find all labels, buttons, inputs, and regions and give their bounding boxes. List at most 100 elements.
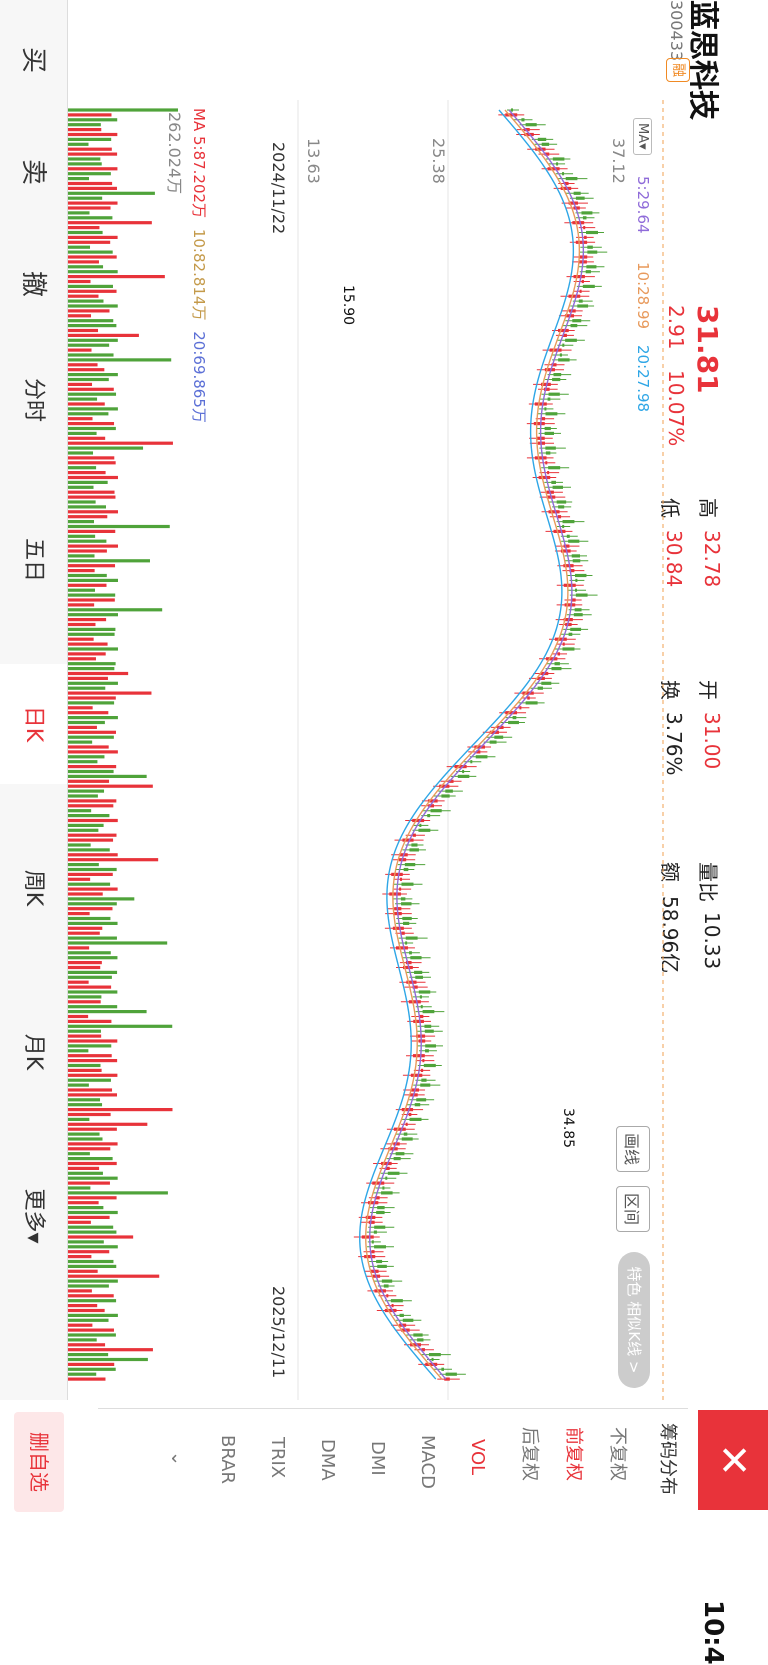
remove-watchlist-button[interactable]: 删自选 (14, 1412, 64, 1512)
volume-bar (68, 1367, 116, 1371)
volume-bar (68, 230, 103, 235)
candle-body (566, 534, 570, 538)
indicator-macd[interactable]: MACD (417, 1435, 438, 1489)
indicator-vol[interactable]: VOL (467, 1439, 488, 1476)
volume-bar (68, 539, 107, 543)
volume-bar (68, 363, 98, 367)
candle-body (414, 1103, 421, 1107)
low-price-marker: 15.90 (340, 285, 356, 326)
volume-bar (68, 1279, 118, 1283)
tab-more[interactable]: 更多▾ (21, 1188, 46, 1244)
candle-body (408, 1000, 421, 1004)
volume-bar (68, 1269, 98, 1273)
candle-body (422, 1010, 435, 1014)
volume-bar (68, 265, 104, 269)
candle-body (401, 902, 412, 906)
volume-bar (68, 495, 116, 499)
candle-body (462, 769, 465, 774)
candle-body (494, 735, 504, 739)
volume-bar (68, 1083, 89, 1087)
candle-body (553, 373, 562, 377)
candle-body (400, 897, 406, 901)
volume-bar (68, 765, 117, 769)
candle-body (381, 1279, 393, 1283)
candle-body (556, 162, 559, 166)
volume-bar (68, 995, 102, 999)
volume-bar (68, 706, 93, 710)
candle-body (546, 657, 558, 661)
tab-intraday[interactable]: 分时 (21, 377, 46, 422)
indicator-dmi[interactable]: DMI (367, 1441, 388, 1476)
candle-body (396, 946, 408, 950)
candle-body (420, 1083, 431, 1087)
cancel-order-button[interactable]: 撤 (18, 270, 48, 297)
volume-bar (68, 863, 99, 867)
candle-body (418, 990, 431, 994)
candle-body (424, 1029, 434, 1033)
volume-bar (68, 681, 118, 685)
tab-five-day[interactable]: 五日 (21, 537, 46, 582)
candle-body (424, 1024, 432, 1028)
volume-bar (68, 858, 159, 862)
candle-body (403, 867, 409, 872)
candle-body (441, 794, 450, 798)
candle-body (583, 226, 586, 230)
volume-bar (68, 1049, 89, 1053)
forward-adjust-option[interactable]: 前复权 (563, 1427, 584, 1481)
volume-bar (68, 441, 173, 445)
candle-body (586, 230, 598, 235)
candle-body (381, 1191, 393, 1195)
volume-bar (68, 1250, 110, 1254)
volume-bar (68, 867, 117, 872)
candle-body (383, 1284, 389, 1288)
vol-ma5: MA 5:87.202万 (190, 108, 208, 219)
tab-monthly-k[interactable]: 月K (21, 1033, 46, 1071)
volume-bar (68, 598, 115, 602)
candle-body (425, 1049, 429, 1053)
candle-body (548, 510, 560, 514)
candle-body (374, 1289, 386, 1293)
candle-body (419, 823, 422, 827)
similar-kline-button[interactable]: 特色 相似K线 > (618, 1252, 650, 1388)
volume-bar (68, 1235, 134, 1239)
close-icon[interactable]: ✕ (698, 1410, 768, 1510)
expand-indicators-icon[interactable]: ⌄ (167, 1451, 188, 1467)
buy-button[interactable]: 买 (18, 46, 48, 73)
draw-line-button[interactable]: 画线 (616, 1126, 650, 1173)
no-adjust-option[interactable]: 不复权 (607, 1427, 628, 1481)
kline-chart[interactable] (68, 100, 668, 1400)
candle-body (376, 1259, 383, 1264)
volume-bar (68, 1054, 112, 1058)
volume-bar (68, 745, 109, 749)
candle-body (389, 892, 401, 896)
range-button[interactable]: 区间 (616, 1186, 650, 1233)
ma5-line (369, 109, 585, 1380)
volume-bar (68, 1328, 114, 1332)
volume-bar (68, 167, 118, 171)
volume-bar (68, 461, 116, 465)
volume-bar (68, 118, 118, 122)
candle-body (409, 951, 412, 955)
chip-distribution[interactable]: 筹码分布 (657, 1423, 678, 1495)
tab-daily-k[interactable]: 日K (0, 664, 67, 784)
candle-body (382, 1186, 385, 1190)
candle-body (489, 740, 497, 744)
volume-bar (68, 1255, 92, 1259)
volume-bar (68, 446, 144, 450)
volume-bar (68, 1019, 112, 1023)
indicator-brar[interactable]: BRAR (217, 1435, 238, 1484)
candle-body (419, 1014, 424, 1019)
volume-bar (68, 177, 90, 181)
candle-body (544, 407, 547, 411)
backward-adjust-option[interactable]: 后复权 (519, 1427, 540, 1481)
volume-bar (68, 544, 118, 548)
candle-body (541, 142, 550, 146)
tab-weekly-k[interactable]: 周K (21, 869, 46, 907)
volume-bar (68, 569, 95, 573)
volume-bar (68, 814, 110, 818)
indicator-trix[interactable]: TRIX (267, 1437, 288, 1479)
candle-body (393, 1127, 406, 1131)
candle-body (568, 632, 573, 636)
indicator-dma[interactable]: DMA (317, 1439, 338, 1481)
sell-button[interactable]: 卖 (18, 158, 48, 185)
